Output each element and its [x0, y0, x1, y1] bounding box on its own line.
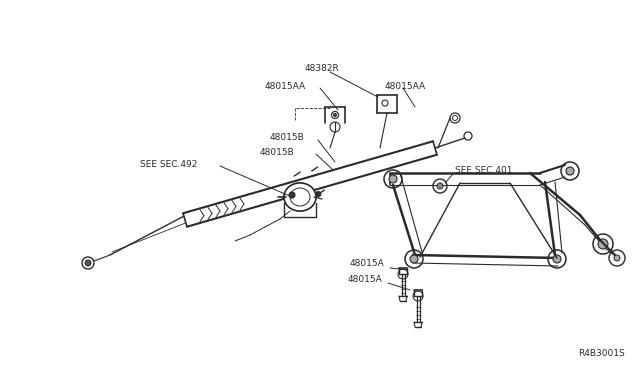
Ellipse shape — [284, 183, 316, 211]
Ellipse shape — [284, 183, 316, 211]
Text: R4B3001S: R4B3001S — [579, 349, 625, 358]
Text: SEE SEC.401: SEE SEC.401 — [455, 166, 513, 174]
Text: SEE SEC.492: SEE SEC.492 — [140, 160, 197, 169]
Circle shape — [598, 239, 608, 249]
Circle shape — [316, 192, 321, 196]
Text: 48015A: 48015A — [350, 260, 385, 269]
Circle shape — [410, 255, 418, 263]
Text: 48015AA: 48015AA — [385, 81, 426, 90]
Ellipse shape — [290, 188, 310, 206]
Circle shape — [333, 113, 337, 116]
Text: 48015B: 48015B — [260, 148, 295, 157]
Text: 48382R: 48382R — [305, 64, 340, 73]
Text: 48015A: 48015A — [348, 276, 383, 285]
Circle shape — [85, 260, 91, 266]
Circle shape — [289, 192, 295, 198]
Circle shape — [566, 167, 574, 175]
Text: 48015AA: 48015AA — [265, 81, 306, 90]
Circle shape — [389, 175, 397, 183]
Circle shape — [614, 255, 620, 261]
Circle shape — [553, 255, 561, 263]
Text: 48015B: 48015B — [270, 132, 305, 141]
Circle shape — [298, 197, 303, 202]
Circle shape — [437, 183, 443, 189]
